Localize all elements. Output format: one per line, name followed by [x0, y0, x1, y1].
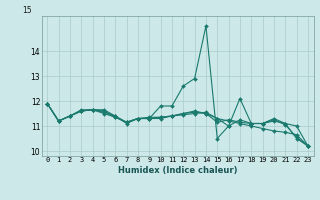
Text: 15: 15 — [22, 6, 31, 15]
X-axis label: Humidex (Indice chaleur): Humidex (Indice chaleur) — [118, 166, 237, 175]
